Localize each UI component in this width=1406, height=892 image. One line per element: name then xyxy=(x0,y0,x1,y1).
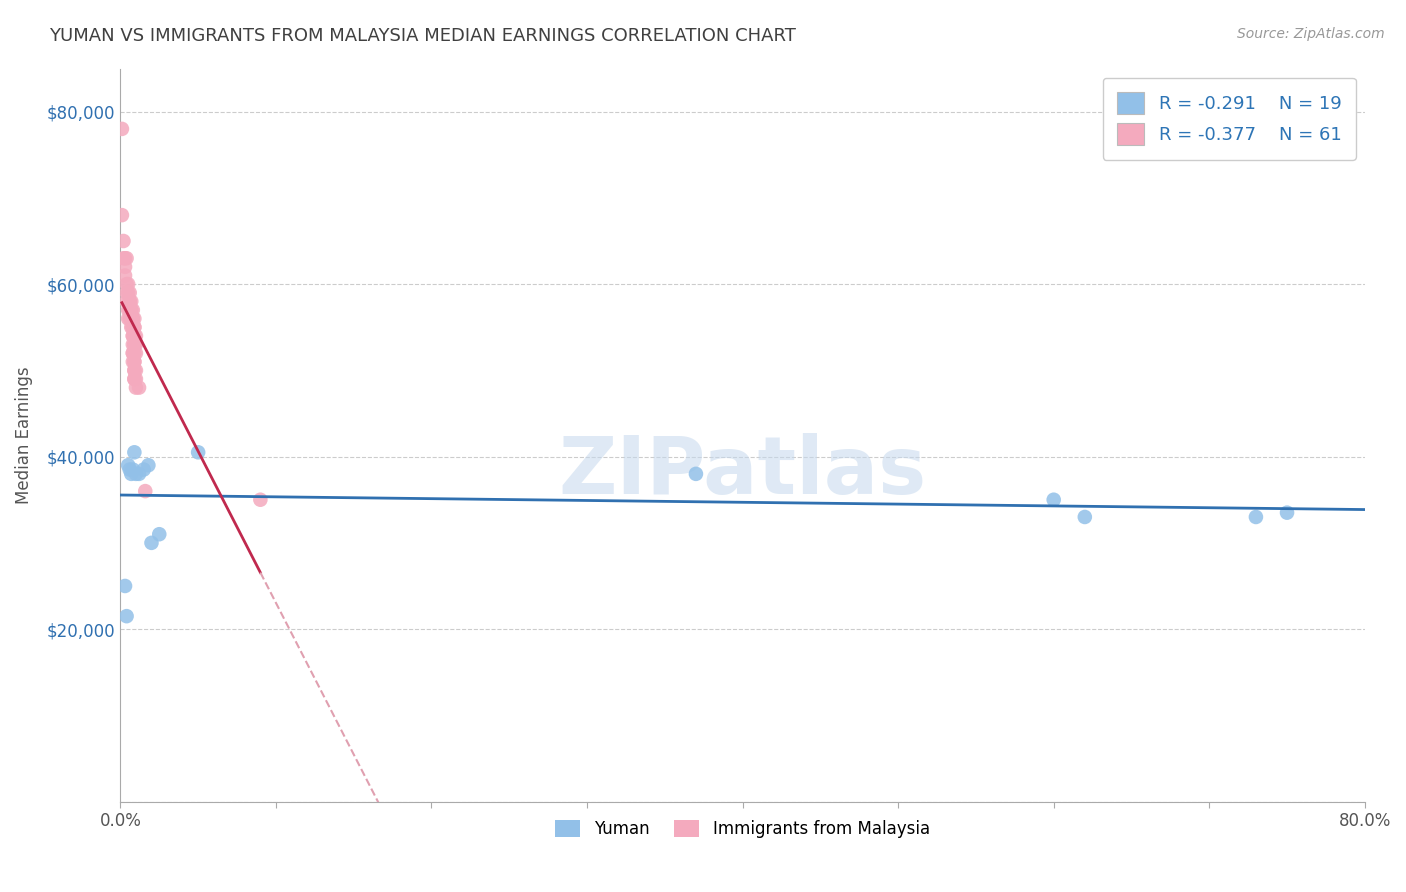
Legend: Yuman, Immigrants from Malaysia: Yuman, Immigrants from Malaysia xyxy=(548,813,936,845)
Point xyxy=(125,329,148,343)
Point xyxy=(114,579,136,593)
Point xyxy=(120,320,142,334)
Point xyxy=(124,372,146,386)
Point xyxy=(121,329,143,343)
Point xyxy=(1275,506,1298,520)
Point xyxy=(121,303,143,318)
Point xyxy=(114,268,136,283)
Point xyxy=(111,208,134,222)
Point xyxy=(121,346,143,360)
Point xyxy=(117,458,139,473)
Point xyxy=(124,320,146,334)
Point xyxy=(115,294,138,309)
Point xyxy=(118,294,141,309)
Point xyxy=(121,320,143,334)
Point xyxy=(118,311,141,326)
Point xyxy=(121,346,143,360)
Point xyxy=(125,372,148,386)
Point xyxy=(1244,510,1267,524)
Point xyxy=(114,260,136,274)
Point xyxy=(121,462,143,476)
Point xyxy=(118,462,141,476)
Point xyxy=(117,285,139,300)
Point xyxy=(121,320,143,334)
Text: ZIPatlas: ZIPatlas xyxy=(558,433,927,511)
Point xyxy=(124,329,146,343)
Point xyxy=(117,277,139,292)
Point xyxy=(124,355,146,369)
Point xyxy=(124,355,146,369)
Point xyxy=(121,337,143,351)
Point xyxy=(112,252,135,266)
Point xyxy=(187,445,209,459)
Point xyxy=(111,121,134,136)
Point xyxy=(125,337,148,351)
Point xyxy=(124,363,146,377)
Point xyxy=(124,372,146,386)
Point xyxy=(121,320,143,334)
Point xyxy=(121,329,143,343)
Point xyxy=(124,311,146,326)
Point xyxy=(115,277,138,292)
Point xyxy=(125,363,148,377)
Point xyxy=(121,311,143,326)
Point xyxy=(121,355,143,369)
Point xyxy=(124,363,146,377)
Point xyxy=(112,234,135,248)
Point xyxy=(120,311,142,326)
Point xyxy=(124,337,146,351)
Point xyxy=(124,329,146,343)
Point xyxy=(124,445,146,459)
Point xyxy=(120,311,142,326)
Text: Source: ZipAtlas.com: Source: ZipAtlas.com xyxy=(1237,27,1385,41)
Point xyxy=(134,484,156,499)
Point xyxy=(138,458,160,473)
Point xyxy=(120,303,142,318)
Point xyxy=(124,337,146,351)
Point xyxy=(118,303,141,318)
Y-axis label: Median Earnings: Median Earnings xyxy=(15,367,32,504)
Point xyxy=(118,294,141,309)
Point xyxy=(115,252,138,266)
Text: YUMAN VS IMMIGRANTS FROM MALAYSIA MEDIAN EARNINGS CORRELATION CHART: YUMAN VS IMMIGRANTS FROM MALAYSIA MEDIAN… xyxy=(49,27,796,45)
Point xyxy=(121,311,143,326)
Point xyxy=(128,467,150,481)
Point xyxy=(1042,492,1064,507)
Point xyxy=(249,492,271,507)
Point xyxy=(114,252,136,266)
Point xyxy=(115,609,138,624)
Point xyxy=(132,462,155,476)
Point xyxy=(115,285,138,300)
Point xyxy=(141,536,163,550)
Point xyxy=(125,467,148,481)
Point xyxy=(148,527,170,541)
Point xyxy=(120,303,142,318)
Point xyxy=(120,294,142,309)
Point xyxy=(128,381,150,395)
Point xyxy=(124,320,146,334)
Point xyxy=(1074,510,1097,524)
Point xyxy=(120,467,142,481)
Point xyxy=(124,346,146,360)
Point xyxy=(117,303,139,318)
Point xyxy=(125,346,148,360)
Point xyxy=(125,381,148,395)
Point xyxy=(118,285,141,300)
Point xyxy=(117,311,139,326)
Point xyxy=(685,467,707,481)
